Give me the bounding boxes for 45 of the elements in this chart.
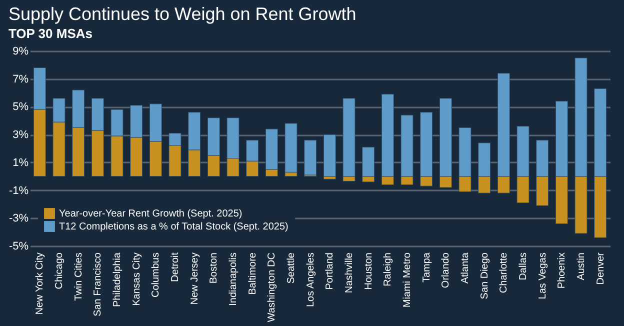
x-tick-label: San Diego <box>479 252 490 300</box>
y-tick-label: -3% <box>8 212 29 225</box>
x-tick-label: New York City <box>34 252 46 315</box>
x-tick-label: Atlanta <box>460 252 471 284</box>
x-tick-label: Houston <box>363 252 374 290</box>
x-tick-label: Portland <box>324 252 336 290</box>
x-tick-label: Tampa <box>421 252 432 283</box>
x-tick-label: Philadelphia <box>112 252 123 307</box>
x-tick-label: Kansas City <box>131 252 142 306</box>
x-tick-label: Seattle <box>286 252 297 284</box>
bar <box>304 140 317 176</box>
x-tick-label: Dallas <box>518 252 529 280</box>
y-tick-label: -5% <box>8 240 29 252</box>
bar <box>284 123 298 172</box>
x-tick-label: Baltimore <box>247 252 258 295</box>
x-tick-label: San Francisco <box>92 252 104 316</box>
y-tick-label: 3% <box>12 129 29 142</box>
x-tick-label: Austin <box>576 252 587 280</box>
x-tick-label: Charlotte <box>498 252 510 294</box>
x-tick-label: Indianapolis <box>228 252 239 306</box>
x-tick-label: Miami Metro <box>402 252 413 308</box>
y-tick-label: 9% <box>12 46 29 58</box>
y-tick-label: 7% <box>12 73 29 86</box>
x-tick-label: Las Vegas <box>537 252 548 300</box>
bar <box>323 134 336 177</box>
x-tick-label: Boston <box>208 252 220 284</box>
legend-label: Year-over-Year Rent Growth (Sept. 2025) <box>59 208 242 220</box>
x-tick-label: Orlando <box>440 252 452 288</box>
x-tick-label: Denver <box>595 252 606 285</box>
x-tick-label: Washington DC <box>266 252 278 322</box>
x-tick-label: New Jersey <box>189 252 200 305</box>
chart-title: Supply Continues to Weigh on Rent Growth <box>8 4 356 24</box>
x-tick-label: Los Angeles <box>305 252 316 307</box>
y-tick-label: -1% <box>8 184 29 197</box>
y-tick-label: 5% <box>12 101 29 114</box>
x-tick-label: Raleigh <box>382 252 394 286</box>
x-tick-label: Chicago <box>54 252 65 290</box>
x-tick-label: Twin Cities <box>73 252 84 301</box>
x-tick-label: Nashville <box>344 252 355 294</box>
chart-subtitle: TOP 30 MSAs <box>8 26 92 41</box>
x-tick-label: Detroit <box>170 252 181 282</box>
x-tick-label: Phoenix <box>556 252 568 289</box>
y-tick-label: 1% <box>12 156 29 169</box>
x-tick-label: Columbus <box>150 252 162 298</box>
legend-label: T12 Completions as a % of Total Stock (Sept. 2025) <box>59 222 288 232</box>
